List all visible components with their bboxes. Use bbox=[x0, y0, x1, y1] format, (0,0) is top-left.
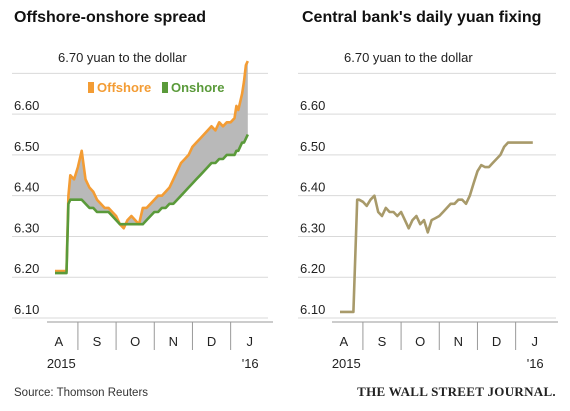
left-x-year-label: 2015 bbox=[47, 356, 76, 371]
right-x-axis: A S O N D J 2015 '16 bbox=[332, 321, 558, 371]
left-y-tick-label: 6.20 bbox=[14, 261, 39, 276]
left-x-axis: A S O N D J 2015 '16 bbox=[47, 321, 273, 371]
yuan-fixing-chart: Central bank's daily yuan fixing 6.10 6.2… bbox=[298, 9, 558, 371]
left-x-month-label: S bbox=[93, 334, 102, 349]
onshore-line bbox=[55, 133, 249, 275]
left-y-tick-label: 6.30 bbox=[14, 220, 39, 235]
legend-swatch-offshore bbox=[88, 82, 94, 93]
source-note: Source: Thomson Reuters bbox=[14, 387, 148, 399]
right-x-year-label: '16 bbox=[527, 356, 544, 371]
right-x-month-label: N bbox=[454, 334, 463, 349]
right-chart-title: Central bank's daily yuan fixing bbox=[302, 9, 541, 26]
right-y-tick-labels: 6.10 6.20 6.30 6.40 6.50 6.60 bbox=[300, 98, 325, 317]
right-plot-area bbox=[340, 141, 533, 314]
left-y-unit-label: 6.70 yuan to the dollar bbox=[58, 50, 187, 65]
right-y-unit-label: 6.70 yuan to the dollar bbox=[344, 50, 473, 65]
left-plot-area bbox=[55, 60, 249, 275]
right-x-month-label: D bbox=[492, 334, 501, 349]
right-y-tick-label: 6.60 bbox=[300, 98, 325, 113]
fixing-line bbox=[340, 141, 533, 314]
left-y-tick-label: 6.60 bbox=[14, 98, 39, 113]
left-x-month-label: N bbox=[169, 334, 178, 349]
left-chart-title: Offshore-onshore spread bbox=[14, 9, 206, 26]
right-y-tick-label: 6.20 bbox=[300, 261, 325, 276]
left-y-tick-label: 6.40 bbox=[14, 180, 39, 195]
wsj-brand: THE WALL STREET JOURNAL. bbox=[357, 384, 556, 399]
left-x-month-label: O bbox=[130, 334, 140, 349]
right-x-month-label: A bbox=[339, 334, 348, 349]
right-y-tick-label: 6.10 bbox=[300, 302, 325, 317]
offshore-onshore-chart: Offshore-onshore spread 6.10 6.20 6.30 6.40… bbox=[12, 9, 273, 371]
right-x-year-label: 2015 bbox=[332, 356, 361, 371]
legend-swatch-onshore bbox=[162, 82, 168, 93]
legend-label-offshore: Offshore bbox=[97, 80, 151, 95]
left-x-month-label: A bbox=[54, 334, 63, 349]
left-x-month-label: D bbox=[207, 334, 216, 349]
left-y-tick-labels: 6.10 6.20 6.30 6.40 6.50 6.60 bbox=[14, 98, 39, 317]
right-x-month-label: O bbox=[415, 334, 425, 349]
right-y-tick-label: 6.30 bbox=[300, 220, 325, 235]
left-y-tick-label: 6.10 bbox=[14, 302, 39, 317]
left-gridlines bbox=[12, 72, 268, 319]
right-y-tick-label: 6.40 bbox=[300, 180, 325, 195]
left-x-month-label: J bbox=[246, 334, 253, 349]
right-y-tick-label: 6.50 bbox=[300, 139, 325, 154]
right-gridlines bbox=[298, 72, 556, 319]
legend-label-onshore: Onshore bbox=[171, 80, 224, 95]
left-x-year-label: '16 bbox=[242, 356, 259, 371]
right-x-month-label: S bbox=[378, 334, 387, 349]
offshore-line bbox=[55, 60, 249, 273]
left-y-tick-label: 6.50 bbox=[14, 139, 39, 154]
right-x-month-label: J bbox=[531, 334, 538, 349]
left-legend: Offshore Onshore bbox=[88, 80, 224, 95]
